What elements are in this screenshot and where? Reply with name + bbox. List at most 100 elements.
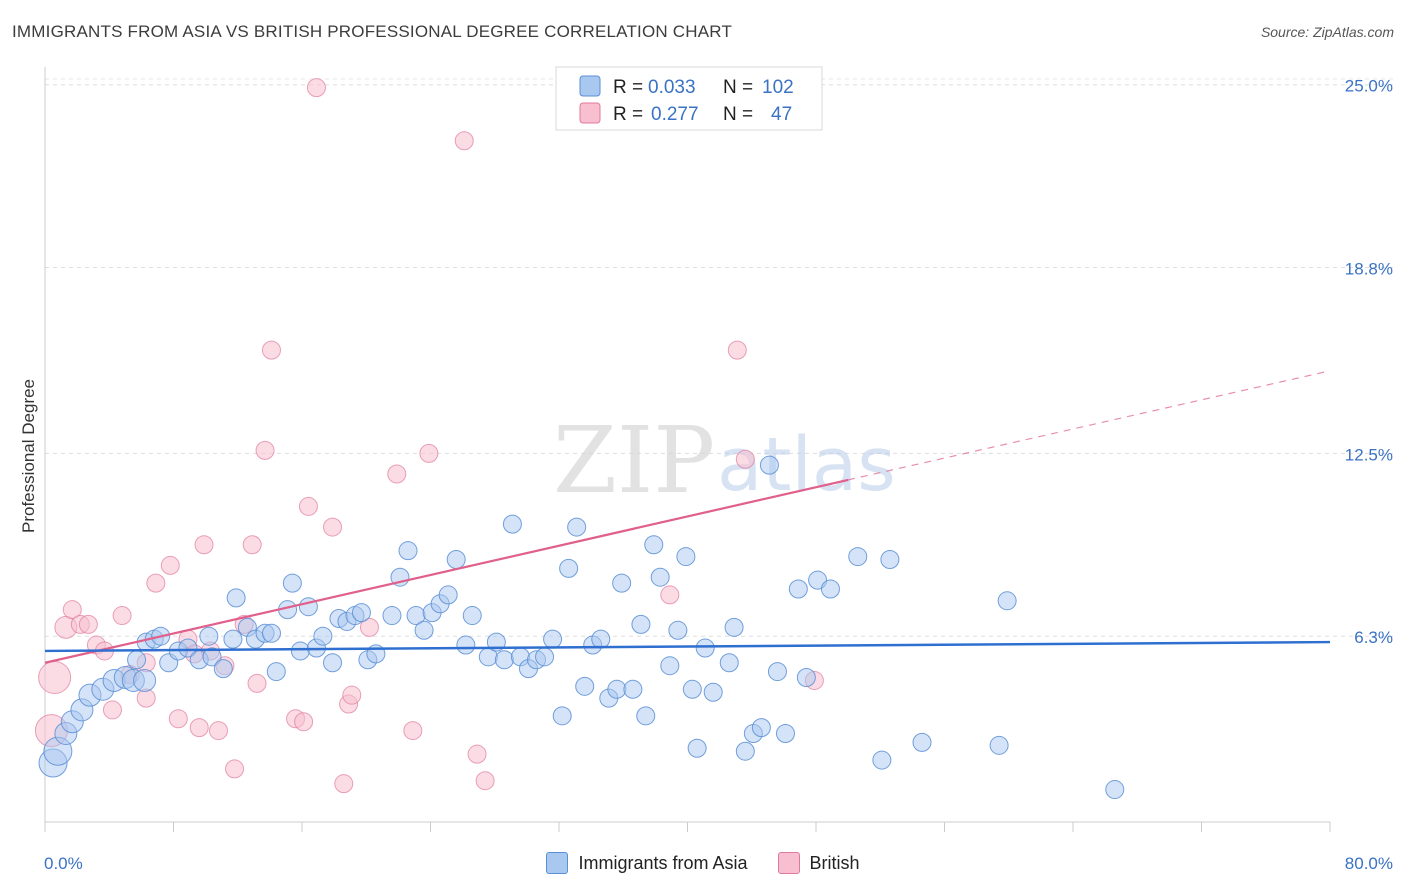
legend-swatch-british-bottom: [777, 852, 800, 874]
british-point: [261, 340, 281, 360]
asia-point: [414, 620, 434, 640]
british-point: [403, 721, 423, 741]
asia-point: [575, 676, 595, 696]
asia-point: [650, 567, 670, 587]
y-axis-label: Professional Degree: [19, 379, 38, 533]
british-point: [475, 771, 495, 791]
stats-legend: R = 0.033 N = 102 R = 0.277 N = 47: [555, 66, 823, 131]
asia-point: [290, 641, 310, 661]
asia-point: [486, 632, 506, 652]
asia-point: [202, 647, 222, 667]
british-point: [323, 517, 343, 537]
british-point: [467, 744, 487, 764]
asia-point: [351, 603, 371, 623]
asia-point: [676, 547, 696, 567]
british-point: [136, 688, 156, 708]
british-point: [660, 585, 680, 605]
x-tick-label-min: 0.0%: [44, 854, 83, 873]
asia-point: [880, 550, 900, 570]
asia-point: [266, 662, 286, 682]
british-point: [194, 535, 214, 555]
asia-point: [724, 617, 744, 637]
british-point: [334, 774, 354, 794]
british-point: [298, 496, 318, 516]
asia-point: [759, 455, 779, 475]
asia-point: [567, 517, 587, 537]
british-point: [168, 709, 188, 729]
asia-point: [796, 667, 816, 687]
asia-point: [623, 679, 643, 699]
asia-point: [282, 573, 302, 593]
asia-point: [591, 629, 611, 649]
british-point: [306, 78, 326, 98]
asia-point: [543, 629, 563, 649]
british-point: [78, 614, 98, 634]
british-point: [208, 721, 228, 741]
legend-item-asia: Immigrants from Asia: [546, 852, 748, 874]
asia-point: [323, 653, 343, 673]
british-point: [242, 535, 262, 555]
british-point: [38, 660, 72, 694]
y-tick-label: 25.0%: [1345, 77, 1393, 96]
asia-point: [695, 638, 715, 658]
asia-points: [38, 455, 1125, 800]
asia-point: [989, 735, 1009, 755]
asia-point: [502, 514, 522, 534]
asia-point: [382, 606, 402, 626]
y-tick-label: 6.3%: [1354, 628, 1393, 647]
asia-point: [127, 650, 147, 670]
series-legend: Immigrants from Asia British: [0, 852, 1406, 874]
asia-point: [848, 547, 868, 567]
legend-r-value-british: 0.277: [651, 104, 699, 125]
asia-point: [912, 732, 932, 752]
asia-point: [767, 662, 787, 682]
asia-point: [535, 647, 555, 667]
asia-point: [682, 679, 702, 699]
asia-point: [456, 635, 476, 655]
asia-point: [313, 626, 333, 646]
watermark: ZIP atlas: [553, 407, 896, 514]
asia-point: [631, 614, 651, 634]
asia-point: [223, 629, 243, 649]
asia-point: [559, 558, 579, 578]
legend-swatch-british: [579, 102, 601, 124]
british-point: [735, 449, 755, 469]
y-tick-label: 12.5%: [1345, 445, 1393, 464]
y-tick-labels: 25.0% 18.8% 12.5% 6.3%: [1345, 77, 1393, 648]
asia-point: [178, 638, 198, 658]
british-point: [255, 440, 275, 460]
asia-point: [226, 588, 246, 608]
british-point: [342, 685, 362, 705]
source-label: Source: ZipAtlas.com: [1260, 24, 1394, 40]
asia-point: [612, 573, 632, 593]
asia-point: [703, 682, 723, 702]
asia-point: [775, 724, 795, 744]
asia-point: [687, 738, 707, 758]
legend-label-british: British: [809, 852, 860, 873]
asia-point: [462, 606, 482, 626]
asia-point: [438, 585, 458, 605]
asia-point: [261, 623, 281, 643]
asia-point: [660, 656, 680, 676]
asia-point: [607, 679, 627, 699]
legend-r-value-asia: 0.033: [648, 77, 696, 98]
legend-n-value-asia: 102: [762, 77, 794, 98]
legend-swatch-asia: [579, 75, 601, 97]
asia-point: [636, 706, 656, 726]
chart-title: IMMIGRANTS FROM ASIA VS BRITISH PROFESSI…: [12, 22, 733, 41]
british-point: [146, 573, 166, 593]
asia-point: [997, 591, 1017, 611]
british-point: [727, 340, 747, 360]
british-trend-line: [44, 478, 849, 664]
legend-item-british: British: [777, 852, 860, 874]
british-point: [62, 600, 82, 620]
trend-lines: [44, 370, 1331, 664]
asia-point: [872, 750, 892, 770]
asia-point: [552, 706, 572, 726]
british-point: [294, 712, 314, 732]
legend-swatch-asia-bottom: [546, 852, 569, 874]
asia-point: [199, 626, 219, 646]
axes: [44, 67, 1331, 832]
british-point: [102, 700, 122, 720]
